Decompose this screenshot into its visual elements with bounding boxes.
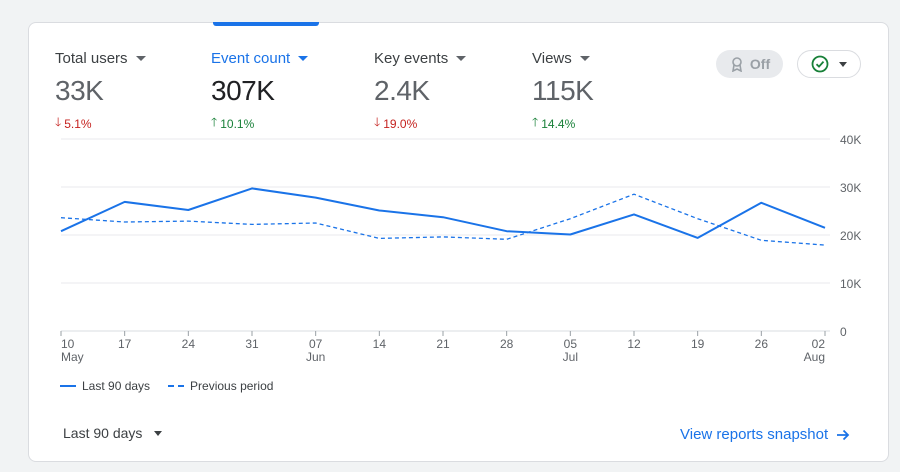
- award-icon: [731, 57, 742, 72]
- legend-item-current: Last 90 days: [60, 379, 150, 393]
- x-tick-label: 14: [373, 337, 387, 351]
- check-circle-icon: [811, 55, 829, 73]
- caret-down-icon: [154, 430, 163, 436]
- active-tab-indicator: [213, 22, 319, 26]
- legend-item-previous: Previous period: [168, 379, 273, 393]
- metric-delta: 🡓 19.0%: [374, 113, 466, 134]
- metric-delta-value: 10.1%: [220, 116, 255, 131]
- metric-value: 33K: [55, 75, 104, 106]
- metric-tab-key-events[interactable]: Key events 2.4K 🡓 19.0%: [374, 50, 467, 134]
- x-tick-month-label: May: [61, 350, 84, 364]
- arrow-right-icon: [837, 429, 850, 440]
- metric-delta-value: 19.0%: [383, 116, 418, 131]
- metric-value: 307K: [211, 75, 275, 106]
- caret-down-icon: [135, 56, 146, 61]
- metric-label: Event count: [211, 50, 291, 67]
- x-tick-label: 17: [118, 337, 132, 351]
- x-tick-label: 07: [309, 337, 323, 351]
- y-tick-label: 10K: [840, 277, 861, 291]
- y-tick-label: 20K: [840, 229, 861, 243]
- y-tick-label: 0: [840, 325, 847, 339]
- metric-label: Key events: [374, 50, 449, 67]
- x-tick-label: 10: [61, 337, 75, 351]
- view-link-label: View reports snapshot: [680, 426, 829, 443]
- x-tick-label: 26: [755, 337, 769, 351]
- insights-status-dropdown[interactable]: [797, 50, 861, 78]
- metric-tab-event-count[interactable]: Event count 307K 🡑 10.1%: [211, 50, 309, 134]
- arrow-down-icon: 🡓: [55, 115, 62, 129]
- metric-tab-views[interactable]: Views 115K 🡑 14.4%: [532, 50, 594, 134]
- arrow-up-icon: 🡑: [532, 115, 539, 129]
- metric-value: 115K: [532, 75, 594, 106]
- x-tick-label: 02: [812, 337, 826, 351]
- legend-swatch-solid: [60, 385, 76, 387]
- x-tick-month-label: Jul: [563, 350, 578, 364]
- x-tick-label: 24: [182, 337, 196, 351]
- x-tick-month-label: Aug: [804, 350, 825, 364]
- arrow-up-icon: 🡑: [211, 115, 218, 129]
- metric-dropdown-views[interactable]: Views: [532, 50, 593, 67]
- x-tick-label: 05: [564, 337, 578, 351]
- metric-label: Total users: [55, 50, 128, 67]
- x-tick-month-label: Jun: [306, 350, 325, 364]
- date-range-label: Last 90 days: [63, 425, 143, 441]
- caret-down-icon: [579, 56, 590, 61]
- metric-delta-value: 5.1%: [64, 116, 92, 131]
- x-tick-label: 21: [436, 337, 450, 351]
- date-range-dropdown[interactable]: Last 90 days: [63, 425, 163, 441]
- metric-dropdown-event-count[interactable]: Event count: [211, 50, 309, 67]
- arrow-down-icon: 🡓: [374, 115, 381, 129]
- metric-tab-total-users[interactable]: Total users 33K 🡓 5.1%: [55, 50, 146, 134]
- legend-label: Last 90 days: [82, 379, 151, 393]
- caret-down-icon: [456, 56, 467, 61]
- series-line-current: [60, 187, 826, 239]
- metric-label: Views: [532, 50, 572, 67]
- x-tick-label: 19: [691, 337, 705, 351]
- comparison-toggle-label: Off: [749, 56, 771, 72]
- y-tick-label: 30K: [840, 181, 861, 195]
- comparison-toggle[interactable]: Off: [716, 50, 783, 78]
- metric-value: 2.4K: [374, 75, 430, 106]
- x-tick-label: 28: [500, 337, 514, 351]
- view-reports-snapshot-link[interactable]: View reports snapshot: [680, 426, 850, 443]
- chart-legend: Last 90 days Previous period: [60, 379, 273, 393]
- metric-dropdown-total-users[interactable]: Total users: [55, 50, 146, 67]
- x-tick-label: 12: [627, 337, 641, 351]
- overview-card: [28, 22, 889, 462]
- series-line-previous: [60, 193, 826, 246]
- caret-down-icon: [839, 61, 847, 67]
- metric-delta: 🡑 10.1%: [211, 113, 308, 134]
- metric-delta-value: 14.4%: [541, 116, 576, 131]
- caret-down-icon: [298, 56, 309, 61]
- metric-delta: 🡓 5.1%: [55, 113, 146, 134]
- metric-dropdown-key-events[interactable]: Key events: [374, 50, 467, 67]
- legend-swatch-dashed: [168, 385, 185, 387]
- legend-label: Previous period: [190, 379, 274, 393]
- metric-delta: 🡑 14.4%: [532, 113, 593, 134]
- y-tick-label: 40K: [840, 133, 861, 147]
- x-tick-label: 31: [245, 337, 259, 351]
